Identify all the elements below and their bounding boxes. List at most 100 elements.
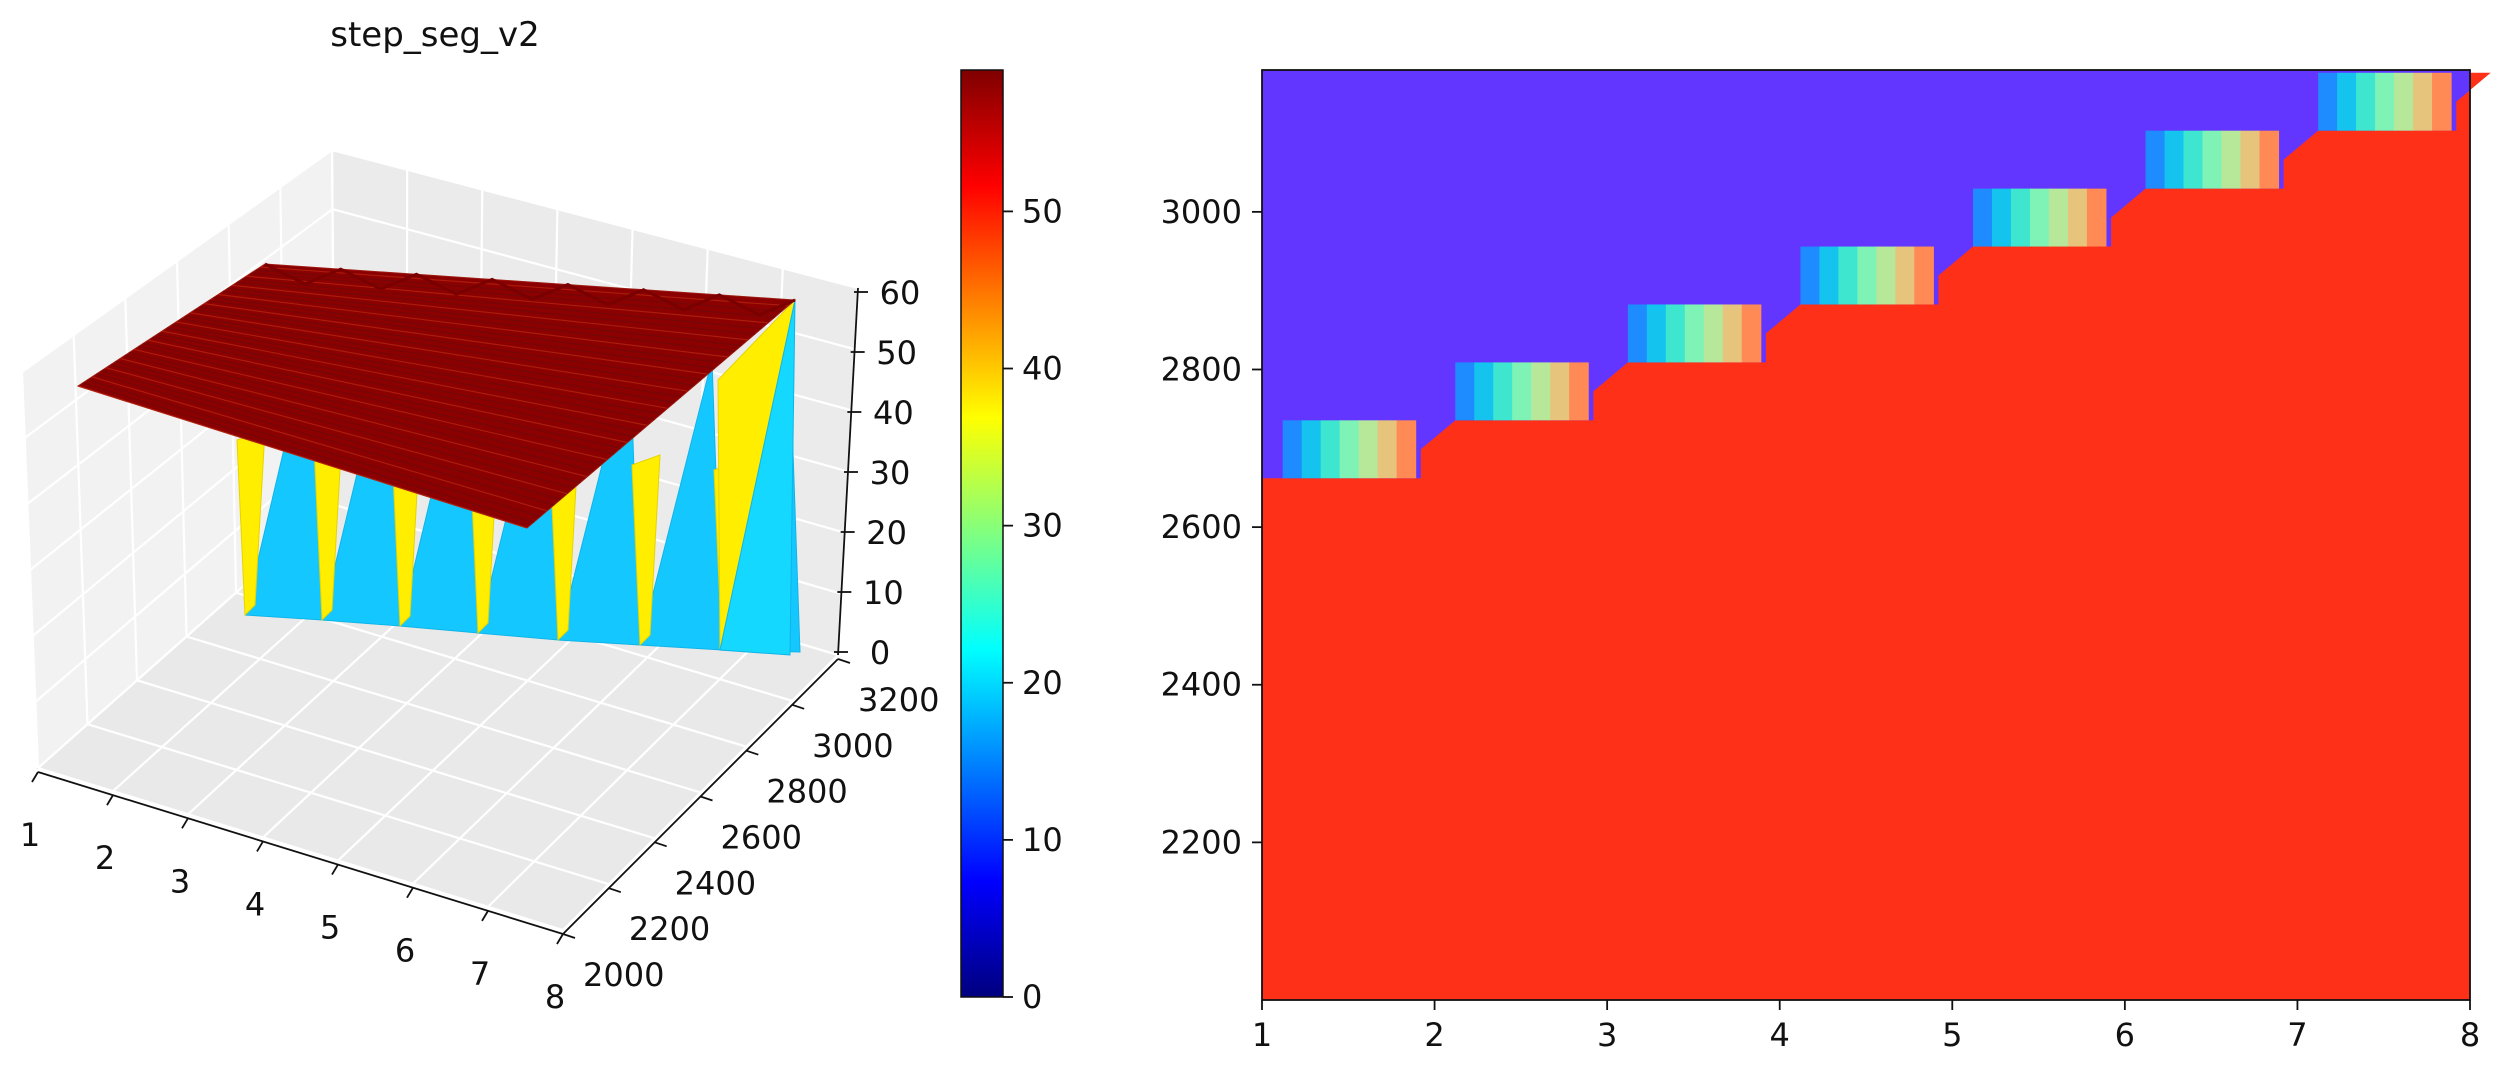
- transition-cell: [1320, 420, 1341, 479]
- x-tick: [256, 840, 264, 852]
- plateau-edge: [264, 262, 796, 317]
- plateau-stripe: [119, 357, 588, 478]
- plateau-stripe: [143, 342, 621, 449]
- transition-cell: [2183, 130, 2204, 189]
- plateau-stripe: [91, 376, 548, 512]
- heatmap-x-tick-label: 8: [2460, 1016, 2480, 1054]
- transition-cell: [1396, 420, 1417, 479]
- plateau-stripe: [227, 287, 742, 347]
- x-tick-label: 2: [95, 839, 115, 877]
- surface-chart: step_seg_v2 1 2 3 4 5 6 7 8 2000 2200 2400 2600 280…: [20, 15, 940, 1016]
- colorbar-tick-label: 10: [1022, 821, 1063, 859]
- heatmap-x-tick-label: 1: [1252, 1016, 1272, 1054]
- plateau-stripe: [176, 321, 668, 409]
- x-tick-label: 3: [170, 862, 190, 900]
- transition-cell: [1800, 246, 1821, 305]
- heatmap-frame: [1261, 69, 2471, 1001]
- heatmap-chart: 1 2 3 4 5 6 7 8 2200 2400 2600 2800 3000: [1161, 69, 2491, 1054]
- transition-cell: [2086, 188, 2107, 247]
- plateau-stripe: [105, 367, 568, 495]
- surface-wall-cyan: [719, 299, 796, 656]
- transition-cell: [2010, 188, 2031, 247]
- y-tick: [562, 933, 576, 939]
- transition-cell: [1512, 362, 1532, 421]
- z-tick-label: 60: [880, 274, 921, 312]
- x-tick: [331, 864, 339, 876]
- transition-cell: [2048, 188, 2069, 247]
- transition-cell: [1972, 188, 1993, 247]
- transition-cell: [2202, 130, 2223, 189]
- plateau-stripe: [246, 275, 769, 324]
- x-tick-label: 8: [545, 978, 565, 1016]
- transition-cell: [1627, 304, 1648, 363]
- plateau-stripe: [124, 354, 595, 472]
- grid-line: [186, 635, 701, 794]
- transition-cell: [2259, 130, 2280, 189]
- plateau-stripe: [77, 385, 528, 529]
- transition-cell: [1550, 362, 1570, 421]
- colorbar-tick-label: 40: [1022, 350, 1063, 388]
- z-tick-label: 50: [876, 334, 917, 372]
- heatmap-y-tick-label: 3000: [1161, 193, 1242, 231]
- y-tick: [608, 887, 622, 894]
- heatmap-region-below: [1262, 72, 2491, 1000]
- plateau-stripe: [218, 293, 729, 358]
- transition-cell: [1722, 304, 1743, 363]
- y-tick-label: 2200: [629, 910, 710, 948]
- plateau-stripe: [82, 382, 534, 523]
- transition-cell: [2356, 72, 2376, 131]
- transition-cell: [1684, 304, 1705, 363]
- transition-cell: [1819, 246, 1839, 305]
- plateau-stripe: [96, 373, 554, 506]
- transition-cell: [2145, 130, 2166, 189]
- plateau-stripe: [213, 296, 722, 364]
- transition-cell: [1991, 188, 2012, 247]
- x-tick-label: 1: [20, 816, 40, 854]
- transition-cell: [1569, 362, 1589, 421]
- plateau-stripe: [147, 339, 628, 444]
- grid-line: [37, 766, 564, 932]
- plateau-stripe: [241, 278, 762, 330]
- transition-cell: [1914, 246, 1934, 305]
- transition-cell: [2432, 72, 2452, 131]
- x-axis-line: [37, 771, 564, 935]
- z-tick-label: 40: [873, 394, 914, 432]
- plateau-stripe: [166, 327, 655, 421]
- plateau-stripe: [87, 379, 541, 518]
- plateau-stripe: [110, 364, 575, 489]
- y-tick-label: 2400: [675, 864, 756, 902]
- plateau-stripe: [208, 300, 715, 369]
- y-tick: [654, 841, 667, 848]
- heatmap-x-tick-label: 5: [1942, 1016, 1962, 1054]
- transition-cell: [2394, 72, 2414, 131]
- colorbar-fill: [960, 69, 1004, 998]
- grid-line: [87, 723, 610, 886]
- x-tick: [106, 794, 114, 806]
- plateau-stripe: [180, 318, 675, 404]
- transition-cell: [1474, 362, 1494, 421]
- colorbar: 0 10 20 30 40 50: [960, 69, 1063, 1016]
- plateau-texture: [77, 262, 796, 529]
- plateau-stripe: [171, 324, 662, 415]
- colorbar-tick-label: 20: [1022, 664, 1063, 702]
- heatmap-x-tick-label: 3: [1597, 1016, 1617, 1054]
- transition-cell: [2240, 130, 2261, 189]
- y-tick-label: 3000: [812, 727, 893, 765]
- x-tick-label: 4: [245, 885, 265, 923]
- grid-line: [136, 679, 655, 840]
- z-tick-label: 20: [866, 514, 907, 552]
- x-tick-label: 7: [470, 955, 490, 993]
- z-tick-label: 10: [863, 574, 904, 612]
- transition-cell: [2221, 130, 2242, 189]
- grid-line: [21, 148, 859, 373]
- y-tick-label: 2800: [766, 773, 847, 811]
- y-tick-label: 2000: [583, 956, 664, 994]
- surface-wall-yellow: [631, 454, 661, 647]
- transition-cell: [1838, 246, 1858, 305]
- transition-cell: [2318, 72, 2338, 131]
- plateau-stripe: [232, 284, 749, 341]
- transition-cell: [1377, 420, 1398, 479]
- transition-cell: [1703, 304, 1724, 363]
- z-tick-label: 0: [870, 634, 890, 672]
- surface-title: step_seg_v2: [330, 15, 540, 55]
